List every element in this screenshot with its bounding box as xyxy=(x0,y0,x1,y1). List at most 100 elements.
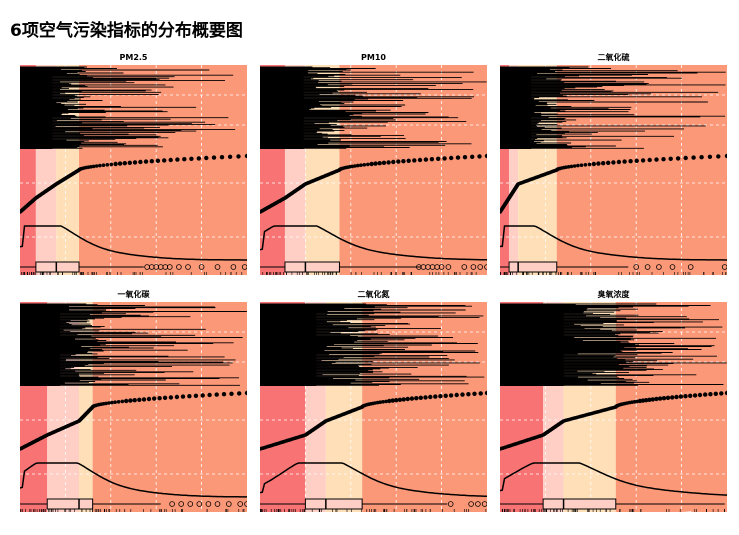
ecdf-point xyxy=(359,163,363,167)
ecdf-point xyxy=(643,398,649,403)
panel-pm10: PM10 xyxy=(260,52,487,275)
boxplot-box xyxy=(304,498,363,510)
boxplot-outlier xyxy=(656,264,662,270)
boxplot-outlier xyxy=(196,501,203,507)
ecdf-point xyxy=(168,157,173,163)
ecdf-point xyxy=(113,161,118,167)
ecdf-point xyxy=(576,163,580,168)
ecdf-point xyxy=(141,397,147,402)
ecdf-point xyxy=(634,158,639,163)
ecdf-point xyxy=(397,397,403,402)
boxplot-box xyxy=(284,261,340,273)
ecdf-point xyxy=(443,393,448,398)
ecdf-point xyxy=(442,156,447,161)
ecdf-point xyxy=(236,154,241,159)
panel-plot-so2 xyxy=(500,65,727,275)
boxplot-outlier xyxy=(481,501,487,507)
ecdf-point xyxy=(401,397,406,402)
ecdf-point xyxy=(569,164,574,169)
ecdf-point xyxy=(477,154,482,159)
panel-plot-o3 xyxy=(500,302,727,512)
ecdf-point xyxy=(566,165,571,169)
ecdf-point xyxy=(628,159,633,164)
boxplot-outlier xyxy=(468,501,474,507)
ecdf-point xyxy=(196,156,201,161)
boxplot-outlier xyxy=(185,264,191,270)
ecdf-point xyxy=(707,154,713,159)
boxplot-box xyxy=(542,498,617,510)
boxplot-outlier xyxy=(669,264,676,270)
ecdf-point xyxy=(683,155,688,161)
ecdf-point xyxy=(189,156,194,161)
ecdf-point xyxy=(157,396,162,401)
ecdf-point xyxy=(180,394,186,399)
boxplot-outlier xyxy=(477,264,484,270)
ecdf-point xyxy=(611,160,616,165)
panel-pm25: PM2.5 xyxy=(20,52,247,275)
ecdf-point xyxy=(168,395,174,400)
density-curve xyxy=(20,462,247,498)
ecdf-point xyxy=(155,158,161,163)
ecdf-point xyxy=(377,161,382,166)
boxplot-outlier xyxy=(447,501,454,507)
ecdf-point xyxy=(124,398,129,404)
ecdf-point xyxy=(668,156,673,161)
ecdf-point xyxy=(219,155,225,160)
ecdf-point xyxy=(406,158,411,163)
ecdf-point xyxy=(697,392,703,398)
ecdf-point xyxy=(193,393,199,398)
ecdf-point xyxy=(396,159,401,164)
ecdf-point xyxy=(381,160,387,165)
boxplot-outlier xyxy=(687,264,694,270)
zone-q1-median xyxy=(509,65,519,275)
ecdf-point xyxy=(674,394,679,400)
density-curve xyxy=(260,225,487,261)
panel-plot-pm10 xyxy=(260,65,487,275)
panel-plot-co xyxy=(20,302,247,512)
ecdf-point xyxy=(462,155,468,160)
boxplot-outlier xyxy=(461,264,468,270)
ecdf-point xyxy=(650,397,655,402)
ecdf-point xyxy=(143,159,149,164)
ecdf-point xyxy=(113,400,117,404)
ecdf-point xyxy=(214,392,219,397)
ecdf-point xyxy=(105,163,110,167)
ecdf-point xyxy=(174,394,180,400)
ecdf-point xyxy=(417,157,423,163)
boxplot-outlier xyxy=(214,264,221,270)
density-curve xyxy=(500,225,727,261)
density-curve xyxy=(500,462,727,496)
ecdf-point xyxy=(438,394,443,399)
ecdf-point xyxy=(366,162,370,167)
ecdf-point xyxy=(104,401,108,406)
ecdf-point xyxy=(606,160,611,165)
ecdf-point xyxy=(436,156,441,161)
density-curve xyxy=(260,462,487,498)
ecdf-point xyxy=(101,163,106,167)
ecdf-point xyxy=(211,155,217,160)
watermark: CSDN @可乐 xyxy=(607,511,694,527)
ecdf-point xyxy=(405,396,410,402)
zone-median-q3 xyxy=(79,302,93,512)
boxplot-box xyxy=(35,261,80,273)
panel-so2: 二氧化硫 xyxy=(500,52,727,275)
ecdf-point xyxy=(716,154,721,159)
ecdf-point xyxy=(390,398,395,403)
ecdf-point xyxy=(572,164,577,168)
ecdf-point xyxy=(152,396,157,401)
ecdf-point xyxy=(387,398,392,404)
panel-o3: 臭氧浓度 xyxy=(500,289,727,512)
ecdf-point xyxy=(117,161,123,166)
boxplot-outlier xyxy=(167,264,173,270)
ecdf-point xyxy=(137,397,142,402)
boxplot-outlier xyxy=(644,264,651,270)
ecdf-point xyxy=(647,397,652,402)
ecdf-point xyxy=(221,392,227,397)
ecdf-point xyxy=(162,158,167,163)
ecdf-point xyxy=(127,160,132,165)
boxplot-box xyxy=(46,498,94,510)
ecdf-point xyxy=(670,395,675,400)
ecdf-point xyxy=(120,399,125,404)
ecdf-point xyxy=(691,155,696,160)
boxplot-outlier xyxy=(633,264,640,270)
